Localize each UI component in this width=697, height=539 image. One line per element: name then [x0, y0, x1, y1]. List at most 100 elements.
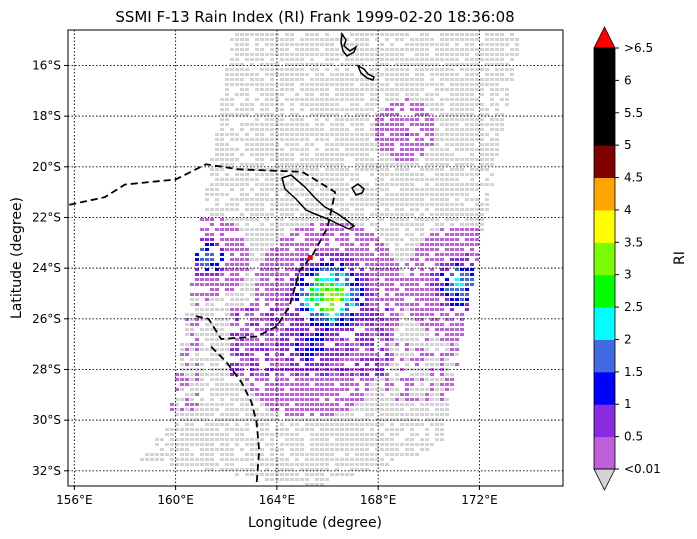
swath-pixel [245, 88, 249, 91]
rain-cell [380, 283, 384, 286]
rain-cell [315, 283, 319, 286]
swath-pixel [320, 198, 324, 201]
swath-pixel [375, 143, 379, 146]
swath-pixel [365, 148, 369, 151]
swath-pixel [395, 38, 399, 41]
swath-pixel [335, 68, 339, 71]
swath-pixel [375, 98, 379, 101]
swath-pixel [335, 473, 339, 476]
swath-pixel [450, 203, 454, 206]
swath-pixel [315, 38, 319, 41]
rain-cell [435, 258, 439, 261]
swath-pixel [435, 428, 439, 431]
swath-pixel [330, 63, 334, 66]
swath-pixel [490, 173, 494, 176]
swath-pixel [175, 458, 179, 461]
swath-pixel [485, 148, 489, 151]
swath-pixel [345, 38, 349, 41]
swath-pixel [425, 403, 429, 406]
swath-pixel [200, 448, 204, 451]
swath-pixel [190, 378, 194, 381]
swath-pixel [405, 453, 409, 456]
swath-pixel [305, 208, 309, 211]
swath-pixel [350, 58, 354, 61]
swath-pixel [435, 143, 439, 146]
swath-pixel [245, 468, 249, 471]
swath-pixel [455, 208, 459, 211]
swath-pixel [365, 443, 369, 446]
swath-pixel [300, 448, 304, 451]
swath-pixel [270, 43, 274, 46]
rain-cell [390, 298, 394, 301]
swath-pixel [445, 158, 449, 161]
swath-pixel [215, 438, 219, 441]
swath-pixel [205, 373, 209, 376]
swath-pixel [315, 218, 319, 221]
rain-cell [415, 103, 419, 106]
rain-cell [410, 108, 414, 111]
swath-pixel [265, 238, 269, 241]
swath-pixel [235, 108, 239, 111]
rain-cell [230, 313, 234, 316]
swath-pixel [430, 78, 434, 81]
rain-cell [315, 263, 319, 266]
rain-cell [405, 133, 409, 136]
rain-cell [215, 273, 219, 276]
rain-cell [360, 313, 364, 316]
swath-pixel [185, 448, 189, 451]
swath-pixel [245, 233, 249, 236]
swath-pixel [285, 428, 289, 431]
swath-pixel [445, 373, 449, 376]
swath-pixel [470, 133, 474, 136]
swath-pixel [445, 363, 449, 366]
rain-cell [455, 283, 459, 286]
swath-pixel [225, 218, 229, 221]
swath-pixel [385, 428, 389, 431]
rain-cell [245, 248, 249, 251]
rain-cell [460, 298, 464, 301]
swath-pixel [410, 183, 414, 186]
swath-pixel [440, 78, 444, 81]
rain-cell [350, 303, 354, 306]
swath-pixel [255, 78, 259, 81]
swath-pixel [250, 413, 254, 416]
rain-cell [395, 273, 399, 276]
rain-cell [460, 313, 464, 316]
swath-pixel [480, 183, 484, 186]
swath-pixel [335, 153, 339, 156]
swath-pixel [295, 438, 299, 441]
rain-cell [220, 218, 224, 221]
swath-pixel [340, 188, 344, 191]
swath-pixel [260, 133, 264, 136]
rain-cell [445, 318, 449, 321]
swath-pixel [240, 468, 244, 471]
swath-pixel [465, 108, 469, 111]
swath-pixel [265, 428, 269, 431]
swath-pixel [425, 193, 429, 196]
swath-pixel [240, 88, 244, 91]
swath-pixel [500, 53, 504, 56]
swath-pixel [280, 83, 284, 86]
swath-pixel [260, 183, 264, 186]
swath-pixel [290, 108, 294, 111]
swath-pixel [220, 458, 224, 461]
swath-pixel [415, 83, 419, 86]
swath-pixel [340, 448, 344, 451]
rain-cell [460, 243, 464, 246]
swath-pixel [470, 38, 474, 41]
rain-cell [275, 273, 279, 276]
rain-cell [400, 303, 404, 306]
swath-pixel [270, 128, 274, 131]
rain-cell [205, 243, 209, 246]
swath-pixel [420, 198, 424, 201]
swath-pixel [265, 468, 269, 471]
swath-pixel [390, 183, 394, 186]
swath-pixel [395, 408, 399, 411]
swath-pixel [365, 108, 369, 111]
swath-pixel [490, 138, 494, 141]
swath-pixel [405, 43, 409, 46]
rain-cell [395, 103, 399, 106]
swath-pixel [295, 428, 299, 431]
rain-cell [240, 243, 244, 246]
swath-pixel [505, 88, 509, 91]
